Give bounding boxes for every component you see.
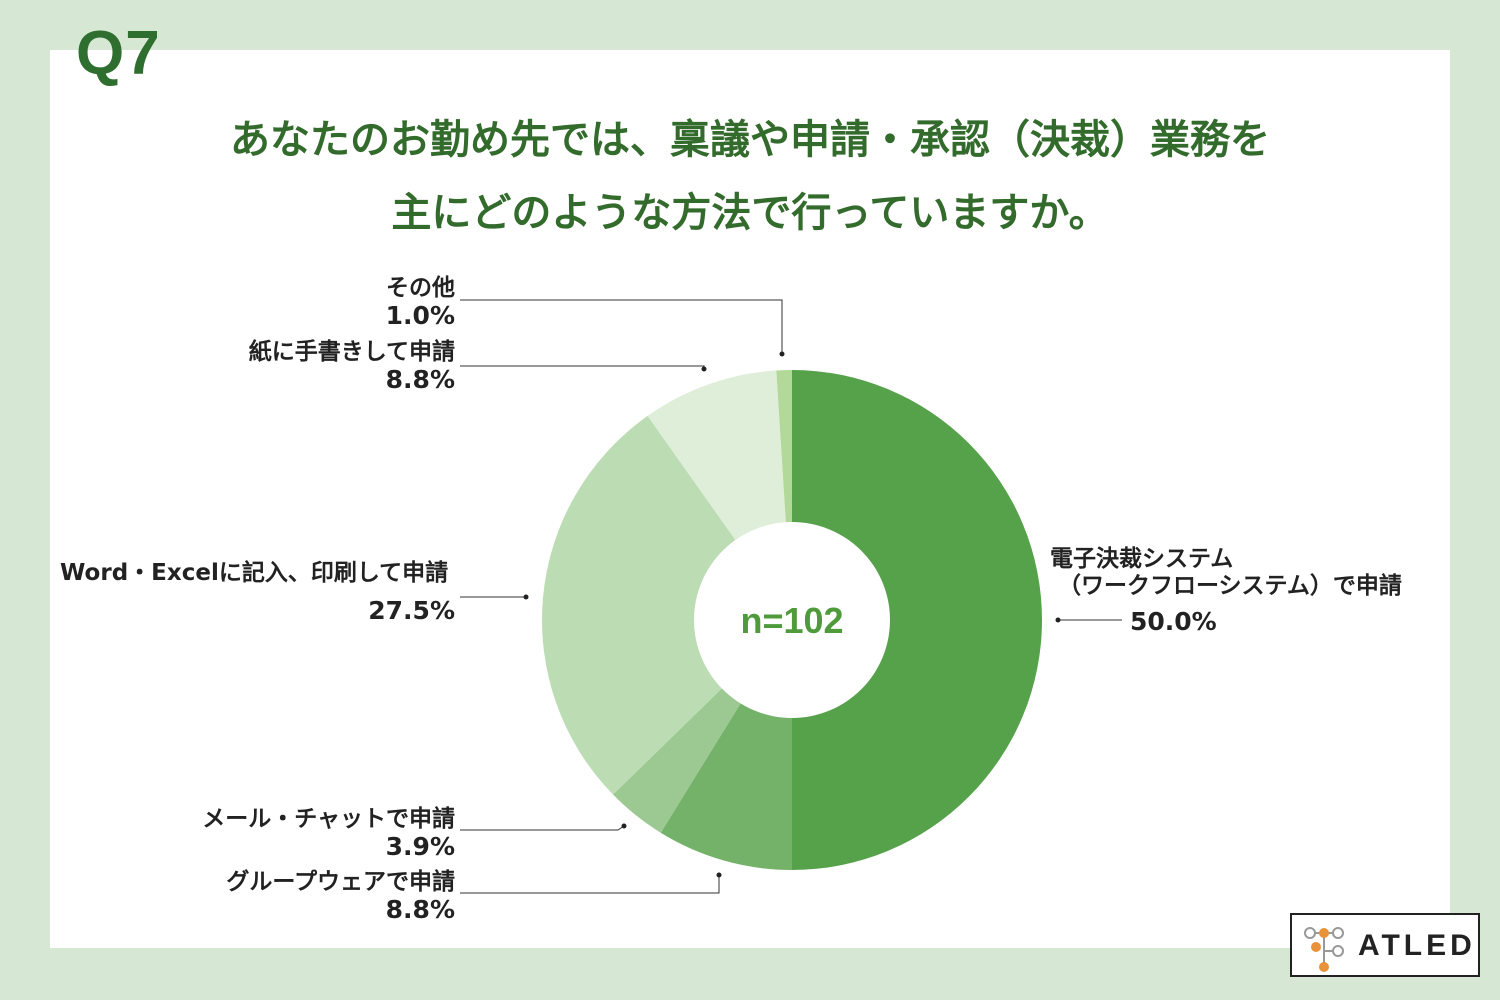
slice-label-5: その他 1.0% bbox=[260, 275, 455, 329]
leader-line-5 bbox=[460, 299, 783, 354]
slice-value-3: 27.5% bbox=[368, 596, 455, 625]
slice-name-5: その他 bbox=[386, 275, 455, 301]
leader-line-1-dot bbox=[716, 872, 722, 878]
leader-line-4 bbox=[460, 365, 705, 369]
donut-hole bbox=[694, 522, 890, 718]
logo-mark-icon bbox=[1304, 927, 1344, 972]
slice-name-1: グループウェアで申請 bbox=[226, 869, 455, 895]
slice-value-0: 50.0% bbox=[1130, 607, 1217, 636]
leader-lines bbox=[460, 299, 1122, 894]
slice-name-0-line2: （ワークフローシステム）で申請 bbox=[1058, 573, 1402, 599]
slice-name-0-line1: 電子決裁システム bbox=[1050, 546, 1234, 572]
slice-name-2: メール・チャットで申請 bbox=[202, 806, 455, 832]
slice-3 bbox=[542, 415, 792, 795]
leader-line-5-dot bbox=[779, 351, 785, 357]
slice-value-2: 3.9% bbox=[385, 832, 455, 861]
atled-logo: ATLED bbox=[1290, 913, 1480, 977]
leader-line-0-dot bbox=[1055, 617, 1061, 623]
question-number: Q7 bbox=[76, 19, 161, 88]
slice-name-3: Word・Excelに記入、印刷して申請 bbox=[60, 560, 449, 586]
slice-label-2: メール・チャットで申請 3.9% bbox=[120, 806, 455, 860]
slice-label-1: グループウェアで申請 8.8% bbox=[140, 869, 455, 923]
leader-line-2 bbox=[460, 825, 625, 831]
slice-value-4: 8.8% bbox=[385, 365, 455, 394]
slice-name-4: 紙に手書きして申請 bbox=[248, 339, 455, 365]
leader-line-3-dot bbox=[523, 594, 529, 600]
logo-text: ATLED bbox=[1358, 929, 1476, 962]
leader-line-2-dot bbox=[621, 823, 627, 829]
leader-line-1 bbox=[460, 875, 720, 894]
slice-label-3: Word・Excelに記入、印刷して申請 bbox=[60, 560, 448, 587]
slice-label-0: 電子決裁システム （ワークフローシステム）で申請 50.0% bbox=[1050, 546, 1402, 635]
slice-0 bbox=[792, 370, 1042, 870]
slice-value-5: 1.0% bbox=[385, 301, 455, 330]
slice-value-1: 8.8% bbox=[385, 895, 455, 924]
slice-label-4: 紙に手書きして申請 8.8% bbox=[160, 339, 455, 393]
chart-title-line2: 主にどのような方法で行っていますか。 bbox=[391, 190, 1109, 236]
sample-size-label: n=102 bbox=[740, 600, 843, 641]
leader-line-4-dot bbox=[701, 366, 707, 372]
chart-title-line1: あなたのお勤め先では、稟議や申請・承認（決裁）業務を bbox=[230, 117, 1270, 163]
